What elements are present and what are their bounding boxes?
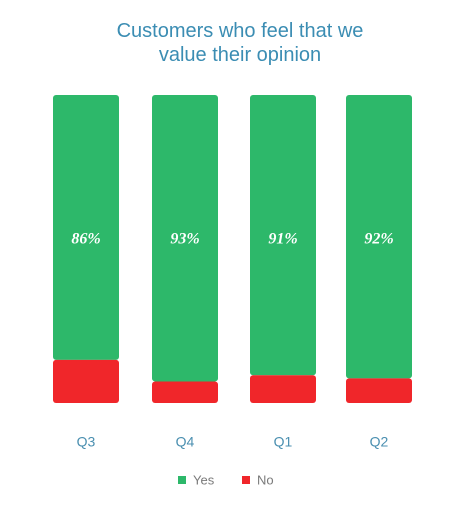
value-label: 91% [268, 231, 297, 248]
chart-title: Customers who feel that we value their op… [117, 20, 364, 66]
legend-swatch [178, 476, 186, 484]
x-tick-label: Q3 [77, 434, 96, 450]
bar-segment [53, 359, 119, 403]
x-tick-label: Q2 [370, 434, 389, 450]
legend-swatch [242, 476, 250, 484]
bar-segment [346, 378, 412, 403]
legend-label: No [257, 472, 274, 487]
x-tick-label: Q4 [176, 434, 195, 450]
bar-segment [152, 381, 218, 403]
bar-segment [346, 95, 412, 379]
bar-segment [53, 95, 119, 360]
value-label: 93% [170, 231, 199, 248]
bar-segment [250, 375, 316, 403]
legend-label: Yes [193, 472, 215, 487]
bar-segment [250, 95, 316, 376]
x-tick-label: Q1 [274, 434, 293, 450]
value-label: 92% [364, 231, 393, 248]
bar-segment [152, 95, 218, 382]
value-label: 86% [71, 231, 100, 248]
